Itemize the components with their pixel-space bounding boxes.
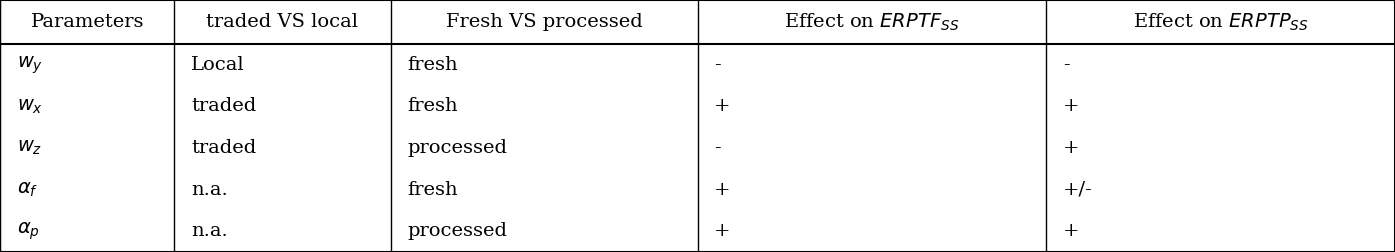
Text: processed: processed	[407, 139, 508, 157]
Text: traded VS local: traded VS local	[206, 13, 359, 31]
Text: +: +	[1063, 222, 1080, 240]
Text: +: +	[714, 98, 731, 115]
Text: -: -	[714, 139, 721, 157]
Text: processed: processed	[407, 222, 508, 240]
Text: n.a.: n.a.	[191, 222, 227, 240]
Text: fresh: fresh	[407, 56, 458, 74]
Text: $\alpha_f$: $\alpha_f$	[17, 180, 38, 199]
Text: fresh: fresh	[407, 98, 458, 115]
Text: +/-: +/-	[1063, 181, 1092, 199]
Text: traded: traded	[191, 98, 257, 115]
Text: -: -	[714, 56, 721, 74]
Text: traded: traded	[191, 139, 257, 157]
Text: $w_x$: $w_x$	[17, 97, 43, 116]
Text: n.a.: n.a.	[191, 181, 227, 199]
Text: Local: Local	[191, 56, 244, 74]
Text: Parameters: Parameters	[31, 13, 144, 31]
Text: Fresh VS processed: Fresh VS processed	[445, 13, 643, 31]
Text: +: +	[714, 181, 731, 199]
Text: $\alpha_p$: $\alpha_p$	[17, 220, 39, 242]
Text: fresh: fresh	[407, 181, 458, 199]
Text: Effect on $ERPTP_{SS}$: Effect on $ERPTP_{SS}$	[1133, 11, 1309, 33]
Text: Effect on $ERPTF_{SS}$: Effect on $ERPTF_{SS}$	[784, 11, 960, 33]
Text: +: +	[714, 222, 731, 240]
Text: -: -	[1063, 56, 1070, 74]
Text: +: +	[1063, 139, 1080, 157]
Text: $w_z$: $w_z$	[17, 139, 42, 157]
Text: $w_y$: $w_y$	[17, 54, 43, 76]
Text: +: +	[1063, 98, 1080, 115]
